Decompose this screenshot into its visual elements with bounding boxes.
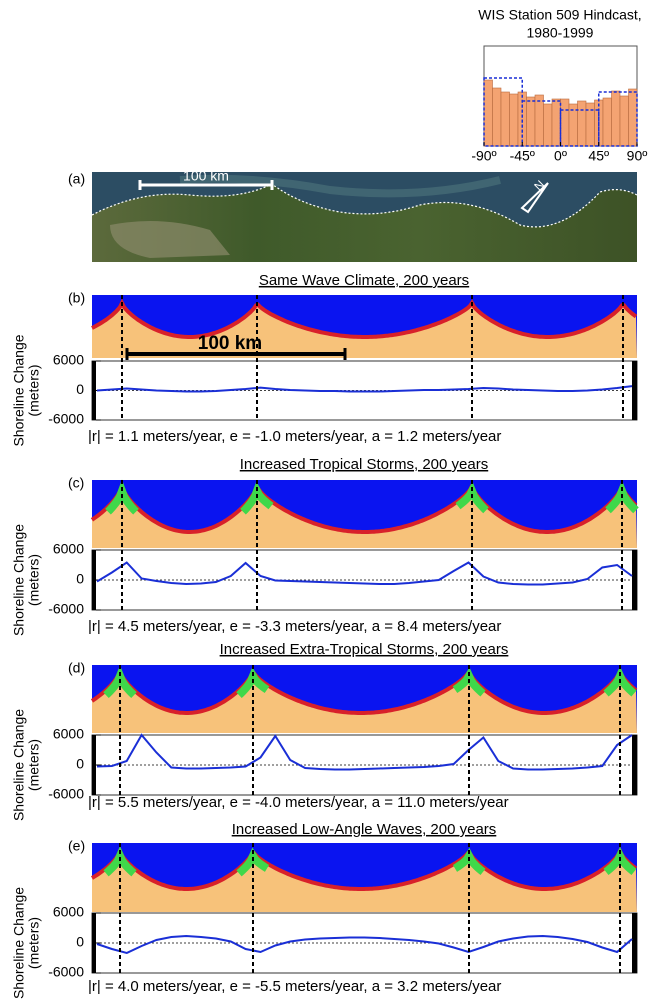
satellite-image <box>91 172 638 262</box>
right-bar <box>632 550 637 610</box>
model-shoreline <box>90 846 638 891</box>
chart-title: Increased Extra-Tropical Storms, 200 yea… <box>220 641 509 658</box>
model-shoreline <box>90 665 638 715</box>
y-tick-label: -6000 <box>48 601 84 617</box>
y-axis-label: (meters) <box>26 554 42 606</box>
bar <box>534 94 544 147</box>
bar <box>619 95 629 147</box>
chart-title: Increased Tropical Storms, 200 years <box>240 456 488 473</box>
y-axis-label: Shoreline Change <box>11 524 27 636</box>
chart-title: Same Wave Climate, 200 years <box>259 272 469 289</box>
shoreline-change <box>96 385 633 393</box>
bar <box>483 79 493 147</box>
y-tick-label: 6000 <box>53 352 84 368</box>
chart-title: WIS Station 509 Hindcast, <box>478 7 641 23</box>
panel-label: (e) <box>68 838 85 854</box>
stats-text: |r| = 5.5 meters/year, e = -4.0 meters/y… <box>88 794 509 811</box>
bar <box>492 87 502 147</box>
y-tick-label: 0 <box>76 571 84 587</box>
bar <box>551 98 561 147</box>
y-tick-label: 6000 <box>53 726 84 742</box>
x-tick-label: 0º <box>554 148 567 164</box>
x-tick-label: -90º <box>471 148 496 164</box>
y-axis-label: (meters) <box>26 364 42 416</box>
scale-label: 100 km <box>183 168 229 184</box>
model-green <box>452 847 486 876</box>
y-axis-label: (meters) <box>26 917 42 969</box>
shoreline-change <box>96 733 633 771</box>
y-axis-label: Shoreline Change <box>11 334 27 446</box>
y-tick-label: 0 <box>76 381 84 397</box>
x-tick-label: 45º <box>588 148 609 164</box>
panel-label: (b) <box>68 290 85 306</box>
stats-text: |r| = 4.5 meters/year, e = -3.3 meters/y… <box>88 618 501 635</box>
bar <box>611 90 621 147</box>
y-axis-label: (meters) <box>26 739 42 791</box>
x-tick-label: -45º <box>510 148 535 164</box>
y-tick-label: -6000 <box>48 964 84 980</box>
model-shoreline <box>91 298 638 339</box>
stats-text: |r| = 1.1 meters/year, e = -1.0 meters/y… <box>88 428 501 445</box>
bar <box>509 93 519 147</box>
y-tick-label: 6000 <box>53 541 84 557</box>
bar <box>577 100 587 147</box>
bar <box>526 96 536 147</box>
bar <box>560 98 570 147</box>
chart-title: Increased Low-Angle Waves, 200 years <box>232 821 497 838</box>
right-bar <box>632 361 637 420</box>
scale-label: 100 km <box>198 333 262 354</box>
model-green <box>236 847 270 877</box>
bar <box>500 91 510 147</box>
panel-label: (c) <box>68 475 84 491</box>
bar <box>602 97 612 147</box>
shoreline-change <box>96 561 633 586</box>
y-tick-label: 6000 <box>53 904 84 920</box>
model-land <box>92 303 637 358</box>
model-green <box>603 846 637 876</box>
stats-text: |r| = 4.0 meters/year, e = -5.5 meters/y… <box>88 978 501 995</box>
coarse-bar <box>598 91 638 147</box>
y-axis-label: Shoreline Change <box>11 709 27 821</box>
panel-label: (d) <box>68 660 85 676</box>
bar <box>543 103 553 147</box>
right-bar <box>632 913 637 973</box>
right-bar <box>632 735 637 795</box>
shoreline-change <box>96 934 633 955</box>
y-tick-label: -6000 <box>48 786 84 802</box>
model-land <box>92 486 637 548</box>
y-axis-label: Shoreline Change <box>11 887 27 999</box>
y-tick-label: -6000 <box>48 411 84 427</box>
model-shoreline <box>90 480 638 534</box>
coarse-bar <box>559 109 600 147</box>
chart-title: 1980-1999 <box>527 25 594 41</box>
model-land <box>92 851 637 912</box>
y-tick-label: 0 <box>76 934 84 950</box>
y-tick-label: 0 <box>76 756 84 772</box>
x-tick-label: 90º <box>627 148 648 164</box>
panel-label: (a) <box>68 171 85 187</box>
model-green <box>103 846 137 877</box>
model-land <box>92 671 637 733</box>
bar <box>628 88 638 147</box>
